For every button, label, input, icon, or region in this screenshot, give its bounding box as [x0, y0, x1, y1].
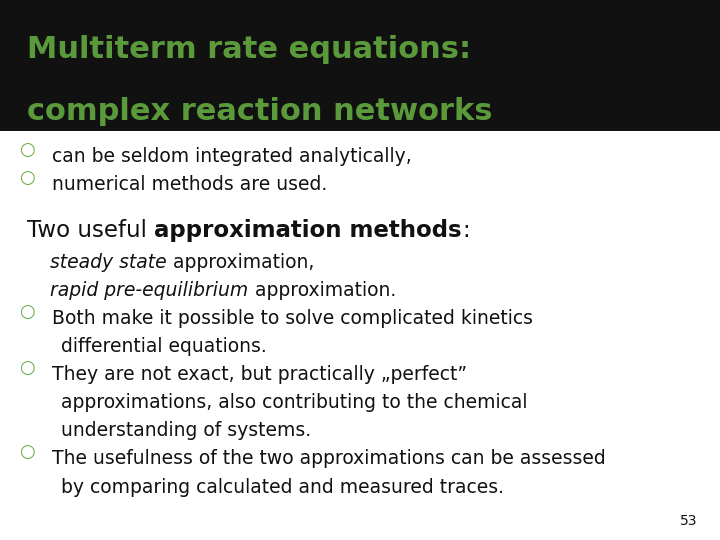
Text: :: : [462, 219, 469, 242]
Text: numerical methods are used.: numerical methods are used. [52, 175, 327, 194]
Text: The usefulness of the two approximations can be assessed: The usefulness of the two approximations… [52, 449, 606, 469]
Text: approximation methods: approximation methods [155, 219, 462, 242]
Text: can be seldom integrated analytically,: can be seldom integrated analytically, [52, 147, 412, 166]
Text: ○: ○ [19, 359, 35, 377]
Text: ○: ○ [19, 443, 35, 461]
Text: differential equations.: differential equations. [61, 337, 267, 356]
Text: They are not exact, but practically „perfect”: They are not exact, but practically „per… [52, 365, 467, 384]
Text: approximation.: approximation. [248, 281, 396, 300]
Text: rapid pre-equilibrium: rapid pre-equilibrium [50, 281, 248, 300]
Text: Both make it possible to solve complicated kinetics: Both make it possible to solve complicat… [52, 309, 533, 328]
Text: complex reaction networks: complex reaction networks [27, 97, 493, 126]
Text: by comparing calculated and measured traces.: by comparing calculated and measured tra… [61, 477, 504, 497]
Text: ○: ○ [19, 168, 35, 187]
Text: 53: 53 [680, 514, 697, 528]
Text: approximations, also contributing to the chemical: approximations, also contributing to the… [61, 393, 528, 413]
Text: understanding of systems.: understanding of systems. [61, 421, 311, 441]
Text: ○: ○ [19, 303, 35, 321]
Text: steady state: steady state [50, 253, 167, 272]
Text: Two useful: Two useful [27, 219, 155, 242]
Text: Multiterm rate equations:: Multiterm rate equations: [27, 35, 472, 64]
Text: ○: ○ [19, 140, 35, 159]
Text: approximation,: approximation, [167, 253, 315, 272]
